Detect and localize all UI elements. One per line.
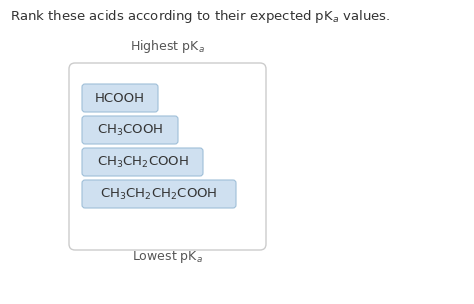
Text: Highest pK$_a$: Highest pK$_a$	[130, 38, 205, 55]
Text: CH$_3$CH$_2$CH$_2$COOH: CH$_3$CH$_2$CH$_2$COOH	[100, 186, 218, 202]
Text: Rank these acids according to their expected pK$_a$ values.: Rank these acids according to their expe…	[10, 8, 390, 25]
FancyBboxPatch shape	[82, 180, 236, 208]
FancyBboxPatch shape	[82, 148, 203, 176]
FancyBboxPatch shape	[82, 84, 158, 112]
Text: CH$_3$CH$_2$COOH: CH$_3$CH$_2$COOH	[97, 154, 189, 170]
Text: CH$_3$COOH: CH$_3$COOH	[97, 123, 163, 137]
Text: HCOOH: HCOOH	[95, 92, 145, 105]
FancyBboxPatch shape	[82, 116, 178, 144]
FancyBboxPatch shape	[69, 63, 266, 250]
Text: Lowest pK$_a$: Lowest pK$_a$	[132, 249, 203, 265]
